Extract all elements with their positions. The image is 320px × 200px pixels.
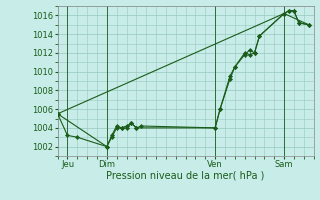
X-axis label: Pression niveau de la mer( hPa ): Pression niveau de la mer( hPa ) <box>107 171 265 181</box>
